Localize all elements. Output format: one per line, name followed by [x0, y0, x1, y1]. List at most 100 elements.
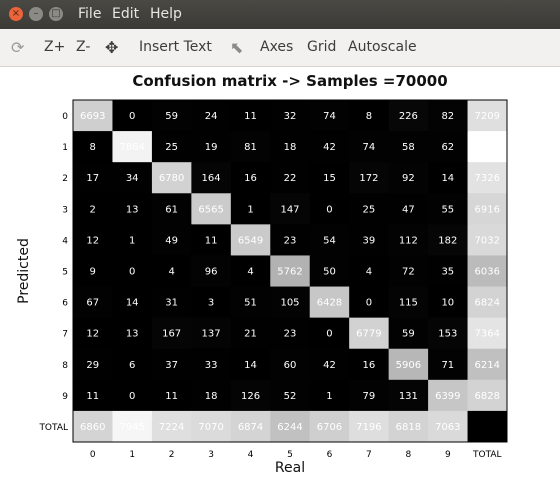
grid-button[interactable]: Grid — [307, 39, 337, 55]
heatmap-cell — [467, 317, 508, 350]
heatmap-cell — [73, 131, 113, 163]
heatmap-cell — [388, 224, 429, 256]
zoom-out-button[interactable]: Z- — [76, 39, 91, 55]
cell-value-label: 12 — [86, 235, 99, 246]
cell-value-label: 6828 — [475, 391, 500, 402]
cell-value-label: 18 — [284, 142, 297, 153]
heatmap-cell — [230, 193, 271, 225]
autoscale-button[interactable]: Autoscale — [348, 39, 417, 55]
heatmap-cell — [270, 224, 311, 256]
heatmap-cell — [73, 193, 113, 225]
heatmap-cell — [309, 100, 350, 132]
heatmap-cell — [309, 379, 350, 412]
cell-value-label: 4 — [247, 267, 253, 278]
heatmap-cell — [428, 224, 469, 256]
cell-value-label: 6 — [129, 360, 135, 371]
cell-value-label: 0 — [129, 391, 135, 402]
cell-value-label: 15 — [323, 173, 336, 184]
cell-value-label: 8251 — [475, 142, 500, 153]
chart-title: Confusion matrix -> Samples =70000 — [132, 72, 447, 90]
heatmap-cell — [388, 379, 429, 412]
cell-value-label: 42 — [323, 360, 336, 371]
heatmap-cell — [309, 410, 350, 443]
plot-frame — [72, 99, 508, 443]
row-tick-label: TOTAL — [38, 423, 68, 433]
heatmap-cell — [191, 193, 232, 225]
cell-value-label: 59 — [402, 329, 415, 340]
cell-value-label: 39 — [363, 235, 376, 246]
cell-value-label: 115 — [399, 298, 418, 309]
heatmap-cell — [230, 255, 271, 288]
heatmap-cell — [191, 162, 232, 194]
cell-value-label: 7070 — [198, 422, 223, 433]
cell-value-label: 7224 — [159, 422, 184, 433]
close-window-icon[interactable]: × — [9, 7, 23, 21]
heatmap-cell — [191, 317, 232, 350]
heatmap-cell — [467, 224, 508, 256]
zoom-in-button[interactable]: Z+ — [44, 39, 66, 55]
cell-value-label: 74 — [323, 111, 336, 122]
heatmap-cell — [73, 162, 113, 194]
column-tick-label: 8 — [405, 450, 411, 460]
cell-value-label: 6693 — [80, 111, 105, 122]
cell-value-label: 19 — [205, 142, 218, 153]
cell-value-label: 42 — [323, 142, 336, 153]
cell-value-label: 226 — [399, 111, 418, 122]
heatmap-cell — [270, 410, 311, 443]
cell-value-label: 16 — [363, 360, 376, 371]
heatmap-cell — [467, 100, 508, 132]
heatmap-cell — [112, 255, 153, 288]
heatmap-cell — [467, 193, 508, 225]
pointer-icon[interactable]: ⬉ — [230, 38, 244, 57]
insert-text-button[interactable]: Insert Text — [139, 39, 212, 55]
heatmap-cell — [388, 317, 429, 350]
cell-value-label: 25 — [165, 142, 178, 153]
cell-value-label: 24 — [205, 111, 218, 122]
menu-file[interactable]: File — [78, 6, 102, 22]
heatmap-cell — [151, 224, 192, 256]
heatmap-cell — [112, 348, 153, 381]
menu-edit[interactable]: Edit — [112, 6, 140, 22]
cell-value-label: 7196 — [356, 422, 381, 433]
cell-value-label: 51 — [244, 298, 257, 309]
column-tick-label: TOTAL — [472, 450, 502, 460]
heatmap-cell — [270, 100, 311, 132]
cell-value-label: 9 — [90, 267, 96, 278]
row-tick-label: 0 — [62, 112, 68, 122]
confusion-matrix-plot: Confusion matrix -> Samples =70000 Real … — [16, 72, 508, 476]
heatmap-cell — [349, 100, 390, 132]
cell-value-label: 96 — [205, 267, 218, 278]
cell-value-label: 6565 — [198, 204, 223, 215]
minimize-window-icon[interactable]: – — [29, 7, 43, 21]
column-tick-label: 5 — [287, 450, 293, 460]
heatmap-cell — [428, 317, 469, 350]
heatmap-cell — [349, 410, 390, 443]
cell-value-label: 6860 — [80, 422, 105, 433]
heatmap-cell — [112, 131, 153, 163]
cell-value-label: 0 — [129, 111, 135, 122]
maximize-window-icon[interactable]: □ — [49, 7, 63, 21]
heatmap-cell — [112, 224, 153, 256]
heatmap-cell — [73, 379, 113, 412]
menu-help[interactable]: Help — [150, 6, 182, 22]
pan-move-icon[interactable]: ✥ — [105, 38, 119, 57]
heatmap-cell — [467, 162, 508, 194]
row-tick-label: 7 — [62, 330, 68, 340]
heatmap-cell — [191, 100, 232, 132]
column-tick-label: 4 — [248, 450, 254, 460]
window-titlebar: × – □ File Edit Help — [0, 0, 560, 29]
heatmap-cell — [467, 286, 508, 319]
cell-value-label: 35 — [441, 267, 454, 278]
heatmap-cell — [112, 317, 153, 350]
heatmap-cell — [388, 255, 429, 288]
cell-value-label: 29 — [86, 360, 99, 371]
cell-value-label: 6244 — [277, 422, 302, 433]
refresh-icon[interactable]: ⟳ — [11, 38, 25, 57]
heatmap-cell — [428, 410, 469, 443]
cell-value-label: 13 — [126, 329, 139, 340]
cell-value-label: 5762 — [277, 267, 302, 278]
axes-button[interactable]: Axes — [260, 39, 294, 55]
heatmap-cell — [73, 100, 113, 132]
cell-value-label: 6874 — [238, 422, 263, 433]
cell-value-label: 23 — [284, 235, 297, 246]
